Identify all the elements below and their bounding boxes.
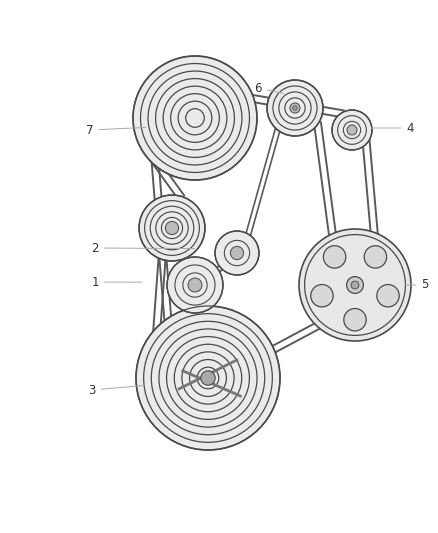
Circle shape — [230, 246, 244, 260]
Text: 6: 6 — [254, 82, 284, 94]
Text: 5: 5 — [406, 279, 429, 292]
Circle shape — [323, 246, 346, 268]
Text: 4: 4 — [371, 122, 414, 134]
Text: 1: 1 — [91, 276, 142, 288]
Circle shape — [167, 257, 223, 313]
Circle shape — [351, 281, 359, 289]
Circle shape — [166, 221, 179, 235]
Circle shape — [215, 231, 259, 275]
Text: 7: 7 — [86, 124, 146, 136]
Circle shape — [139, 195, 205, 261]
Circle shape — [201, 371, 215, 385]
Circle shape — [311, 285, 333, 307]
Circle shape — [290, 103, 300, 113]
Circle shape — [377, 285, 399, 307]
Text: 2: 2 — [91, 241, 194, 254]
Circle shape — [346, 277, 364, 293]
Circle shape — [133, 56, 257, 180]
Circle shape — [136, 306, 280, 450]
Circle shape — [293, 106, 297, 110]
Circle shape — [364, 246, 387, 268]
Circle shape — [299, 229, 411, 341]
Circle shape — [347, 125, 357, 135]
Circle shape — [332, 110, 372, 150]
Circle shape — [267, 80, 323, 136]
Circle shape — [344, 309, 366, 331]
Circle shape — [188, 278, 202, 292]
Text: 3: 3 — [88, 384, 144, 397]
